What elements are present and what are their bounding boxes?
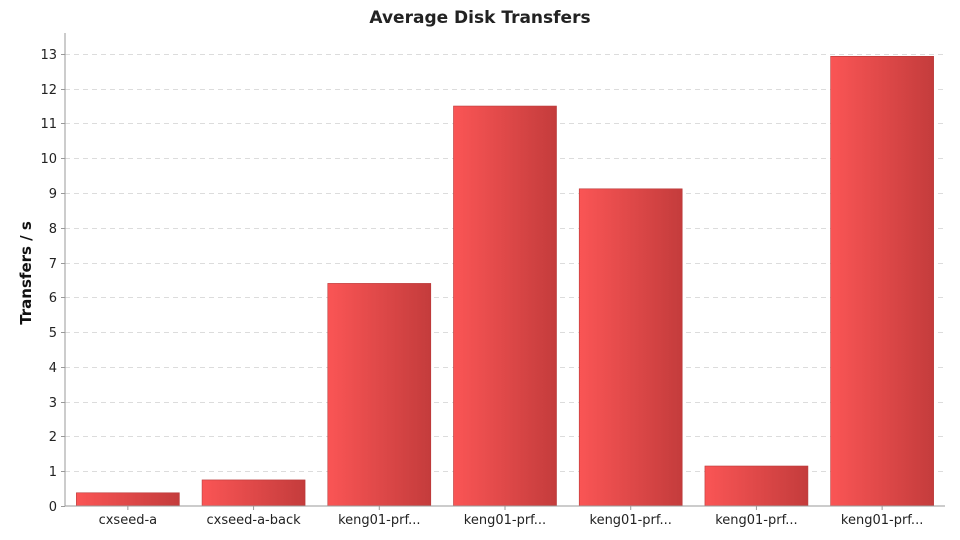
y-tick-label: 12 (40, 83, 57, 98)
bars (76, 56, 934, 507)
x-tick-label: keng01-prf... (715, 513, 797, 528)
bar (201, 479, 306, 507)
grid-lines (65, 54, 945, 472)
y-tick-label: 8 (49, 222, 57, 237)
y-tick-label: 10 (40, 152, 57, 167)
x-tick-label: keng01-prf... (464, 513, 546, 528)
x-tick-label: keng01-prf... (590, 513, 672, 528)
y-tick-label: 6 (49, 291, 57, 306)
bar (830, 56, 934, 507)
y-tick-label: 13 (40, 48, 57, 63)
bar (327, 283, 432, 507)
bar (704, 465, 809, 507)
y-tick-label: 7 (49, 257, 57, 272)
y-tick-label: 9 (49, 187, 57, 202)
y-tick-label: 1 (49, 465, 57, 480)
y-axis-label: Transfers / s (17, 221, 35, 325)
y-tick-label: 5 (49, 326, 57, 341)
y-tick-label: 2 (49, 430, 57, 445)
y-tick-label: 4 (49, 361, 57, 376)
y-tick-label: 0 (49, 500, 57, 515)
x-tick-label: cxseed-a-back (207, 513, 302, 528)
x-tick-label: cxseed-a (99, 513, 158, 528)
bar (453, 105, 557, 507)
bar (76, 492, 180, 507)
y-tick-label: 3 (49, 396, 57, 411)
bar (578, 188, 683, 507)
chart-title: Average Disk Transfers (369, 8, 590, 28)
x-tick-label: keng01-prf... (841, 513, 923, 528)
y-tick-label: 11 (40, 117, 57, 132)
x-axis-ticks: cxseed-a cxseed-a-back keng01-prf... keng01… (99, 506, 923, 528)
x-tick-label: keng01-prf... (338, 513, 420, 528)
